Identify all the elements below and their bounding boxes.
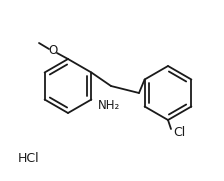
Text: HCl: HCl: [18, 153, 40, 165]
Text: Cl: Cl: [173, 125, 185, 138]
Text: NH₂: NH₂: [98, 99, 120, 112]
Text: O: O: [48, 45, 58, 58]
